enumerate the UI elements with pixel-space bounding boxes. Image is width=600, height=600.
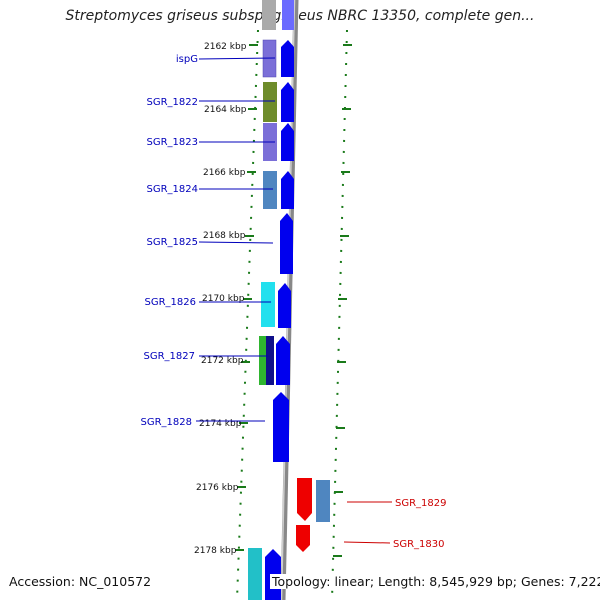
accession-label: Accession: NC_010572 — [9, 574, 152, 589]
gene-label-SGR_1825[interactable]: SGR_1825 — [147, 237, 199, 248]
gene-leader-lines — [196, 57, 276, 422]
gene-label-SGR_1822[interactable]: SGR_1822 — [147, 97, 199, 108]
right-ticks — [333, 44, 352, 557]
tick-label: 2172 kbp — [201, 356, 244, 366]
forward-genes[interactable] — [265, 40, 294, 600]
tick-label: 2164 kbp — [204, 105, 247, 115]
gene-label-SGR_1824[interactable]: SGR_1824 — [147, 184, 199, 195]
map-title: Streptomyces griseus subsp. griseus NBRC… — [65, 8, 535, 24]
left-ticks — [235, 44, 258, 551]
reverse-genes[interactable] — [296, 478, 312, 552]
feature-block — [262, 0, 276, 30]
tick-label: 2166 kbp — [203, 168, 246, 178]
tick-label: 2178 kbp — [194, 546, 237, 556]
gene-arrow[interactable] — [282, 0, 294, 30]
track-outline-left — [236, 29, 259, 600]
tick-label: 2162 kbp — [204, 42, 247, 52]
topology-label: Topology: linear; Length: 8,545,929 bp; … — [270, 574, 600, 589]
tick-label: 2168 kbp — [203, 231, 246, 241]
gene-label-ispG[interactable]: ispG — [176, 54, 198, 65]
gene-label-SGR_1829[interactable]: SGR_1829 — [395, 498, 447, 509]
tick-label: 2170 kbp — [202, 294, 245, 304]
tick-label: 2174 kbp — [199, 419, 242, 429]
gene-label-SGR_1830[interactable]: SGR_1830 — [393, 539, 445, 550]
gene-label-SGR_1826[interactable]: SGR_1826 — [145, 297, 197, 308]
tick-label: 2176 kbp — [196, 483, 239, 493]
track-outline-right — [331, 29, 348, 600]
gene-label-SGR_1827[interactable]: SGR_1827 — [144, 351, 196, 362]
gene-label-SGR_1828[interactable]: SGR_1828 — [141, 417, 193, 428]
gene-label-SGR_1823[interactable]: SGR_1823 — [147, 137, 199, 148]
gene-leader-lines-reverse — [343, 501, 392, 544]
